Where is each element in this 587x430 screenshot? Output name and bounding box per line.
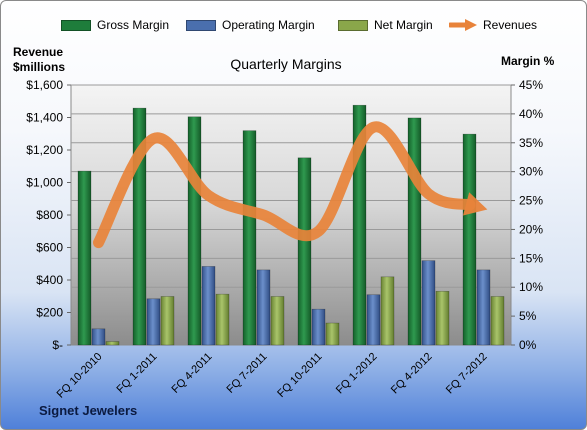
legend-revenues-label: Revenues <box>483 18 538 32</box>
bar-gross-margin <box>462 133 477 346</box>
revenues-arrowhead <box>463 192 488 216</box>
bar-gross-margin <box>77 170 92 346</box>
category-label: FQ 7-2011 <box>225 351 270 396</box>
category-label: FQ 10-2011 <box>275 351 324 400</box>
bar-gross-margin <box>187 116 202 346</box>
category-label: FQ 1-2011 <box>115 351 160 396</box>
legend: Gross Margin Operating Margin Net Margin… <box>1 18 586 36</box>
legend-gross-swatch <box>61 19 91 31</box>
legend-revenues-arrow <box>449 19 477 31</box>
left-tick-label: $800 <box>36 208 63 222</box>
category-label: FQ 4-2012 <box>389 351 435 397</box>
category-label: FQ 10-2010 <box>55 351 105 401</box>
right-tick-label: 25% <box>519 194 543 208</box>
right-tick-label: 35% <box>519 136 543 150</box>
legend-gross: Gross Margin <box>61 18 169 32</box>
bar-net-margin <box>380 276 395 346</box>
bar-net-margin <box>490 296 505 346</box>
bar-net-margin <box>325 322 340 346</box>
bar-gross-margin <box>297 157 312 346</box>
left-axis-title-line2: $millions <box>13 60 66 74</box>
left-tick-label: $- <box>52 338 63 352</box>
legend-net-label: Net Margin <box>374 18 433 32</box>
right-tick-label: 30% <box>519 165 543 179</box>
bar-operating-margin <box>366 294 381 346</box>
left-tick-label: $1,600 <box>26 78 63 92</box>
bar-operating-margin <box>256 269 271 346</box>
left-tick-label: $1,200 <box>26 143 63 157</box>
left-tick-label: $400 <box>36 273 63 287</box>
category-label: FQ 7-2012 <box>444 351 490 397</box>
bar-operating-margin <box>311 308 326 346</box>
left-axis-title: Revenue $millions <box>13 45 83 75</box>
category-label: FQ 4-2011 <box>170 351 215 396</box>
bar-net-margin <box>160 296 175 346</box>
bar-operating-margin <box>146 298 161 346</box>
left-tick-label: $600 <box>36 241 63 255</box>
left-tick-label: $1,400 <box>26 111 63 125</box>
bar-net-margin <box>270 296 285 346</box>
left-tick-label: $200 <box>36 306 63 320</box>
legend-operating-label: Operating Margin <box>222 18 315 32</box>
right-tick-label: 5% <box>519 309 537 323</box>
right-tick-label: 20% <box>519 222 543 236</box>
legend-operating: Operating Margin <box>186 18 315 32</box>
left-tick-label: $1,000 <box>26 176 63 190</box>
chart-title: Quarterly Margins <box>230 56 342 72</box>
bar-operating-margin <box>476 269 491 346</box>
company-name: Signet Jewelers <box>39 403 138 418</box>
legend-net-swatch <box>338 19 368 31</box>
legend-gross-label: Gross Margin <box>97 18 170 32</box>
bar-net-margin <box>105 341 120 346</box>
right-tick-label: 40% <box>519 107 543 121</box>
bar-operating-margin <box>91 328 106 346</box>
bar-net-margin <box>215 293 230 346</box>
right-tick-label: 0% <box>519 338 537 352</box>
bar-operating-margin <box>201 266 216 346</box>
right-tick-label: 15% <box>519 251 543 265</box>
bar-net-margin <box>435 290 450 346</box>
bar-gross-margin <box>407 117 422 346</box>
right-axis-title: Margin % <box>501 54 555 68</box>
legend-revenues: Revenues <box>449 18 537 32</box>
right-tick-label: 10% <box>519 280 543 294</box>
legend-net: Net Margin <box>338 18 433 32</box>
right-tick-label: 45% <box>519 78 543 92</box>
bar-gross-margin <box>242 130 257 346</box>
legend-operating-swatch <box>186 19 216 31</box>
category-label: FQ 1-2012 <box>334 351 380 397</box>
bar-operating-margin <box>421 260 436 346</box>
left-axis-title-line1: Revenue <box>13 45 64 59</box>
